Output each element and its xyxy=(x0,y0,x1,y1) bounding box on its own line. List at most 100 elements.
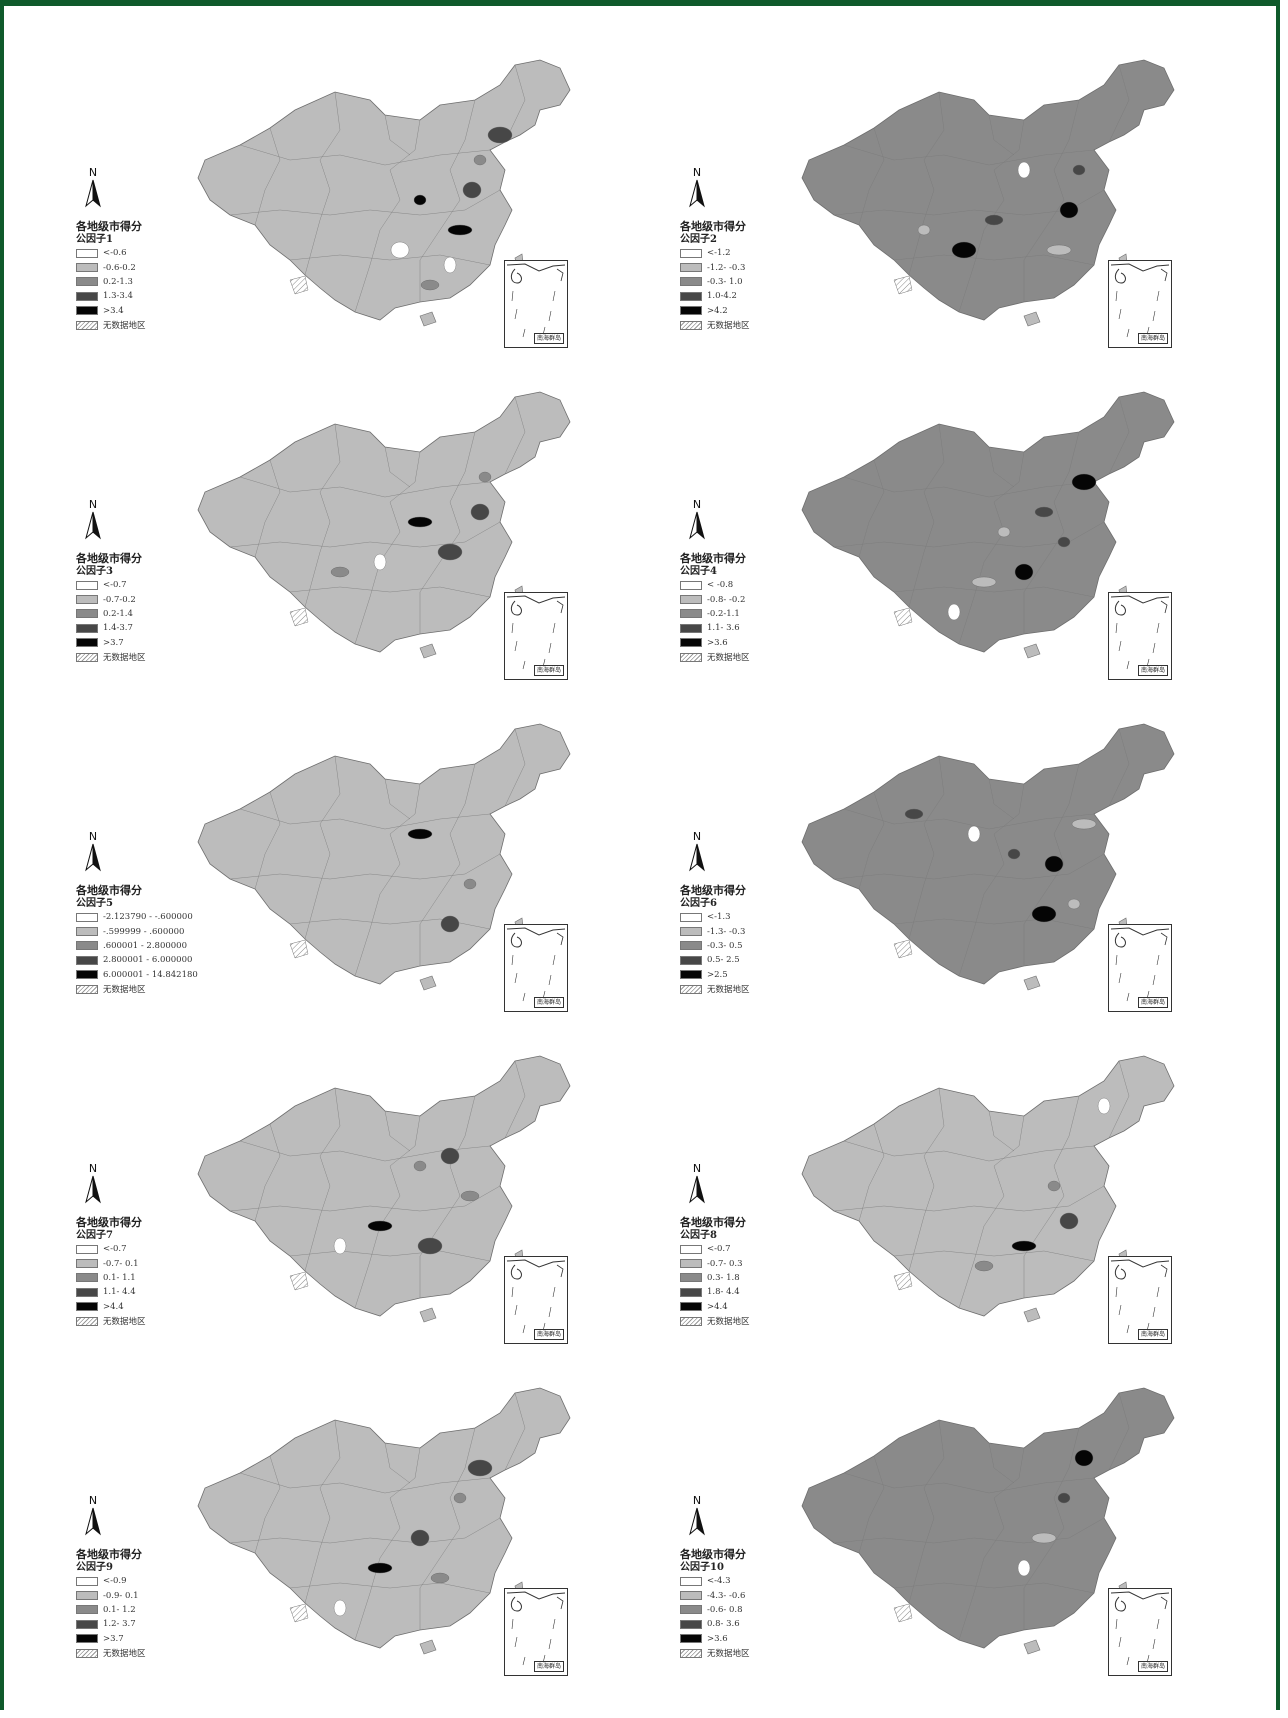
no-data-label: 无数据地区 xyxy=(707,321,750,332)
map-legend: 各地级市得分 公因子8 <-0.7 -0.7- 0.3 0.3- 1.8 1.8- 4… xyxy=(680,1216,860,1328)
region-patch xyxy=(1047,1180,1061,1192)
inset-map xyxy=(1110,595,1170,670)
region-patch xyxy=(478,471,492,483)
legend-swatch xyxy=(680,248,702,258)
china-choropleth-map xyxy=(197,723,571,991)
legend-swatch xyxy=(680,1244,702,1254)
factor-name: 公因子6 xyxy=(680,898,717,909)
legend-swatch xyxy=(76,1259,98,1269)
region-patch xyxy=(367,1220,393,1232)
legend-label: .600001 - 2.800000 xyxy=(103,940,187,951)
legend-swatch xyxy=(76,941,98,951)
inset-label: 南海群岛 xyxy=(533,1329,564,1340)
no-data-area xyxy=(289,275,309,295)
legend-row-no-data: 无数据地区 xyxy=(76,650,256,664)
south-china-sea-inset: 南海群岛 xyxy=(1108,592,1172,680)
legend-title: 各地级市得分 xyxy=(680,1548,746,1561)
inset-label: 南海群岛 xyxy=(533,997,564,1008)
legend-label: -0.6-0.2 xyxy=(103,262,136,273)
legend-swatch xyxy=(680,955,702,965)
province-borders xyxy=(833,1392,1130,1641)
legend-row: -1.3- -0.3 xyxy=(680,924,860,938)
region-patch xyxy=(367,1562,393,1574)
north-arrow-icon xyxy=(85,843,101,872)
legend-row: < -0.8 xyxy=(680,578,860,592)
no-data-label: 无数据地区 xyxy=(103,1649,146,1660)
china-choropleth-map xyxy=(197,59,571,327)
inset-label: 南海群岛 xyxy=(1137,665,1168,676)
north-arrow: N xyxy=(686,1494,708,1538)
legend-swatch xyxy=(680,1302,702,1312)
north-arrow: N xyxy=(82,166,104,210)
region-patch xyxy=(1017,1559,1031,1577)
legend-row: -.599999 - .600000 xyxy=(76,924,256,938)
region-patch xyxy=(1034,506,1054,518)
hainan-shape xyxy=(1023,1639,1041,1655)
legend-swatch xyxy=(680,595,702,605)
legend-swatch xyxy=(76,970,98,980)
legend-row: >3.7 xyxy=(76,1632,256,1646)
highlighted-regions xyxy=(330,471,492,578)
legend-swatch xyxy=(76,1576,98,1586)
south-china-sea-inset: 南海群岛 xyxy=(1108,260,1172,348)
region-patch xyxy=(974,1260,994,1272)
map-panel-1: N 各地级市得分 公因子1 <-0.6 -0.6-0.2 0.2-1.3 1.3-3.… xyxy=(60,20,700,352)
north-label: N xyxy=(88,1162,98,1175)
legend-label: 6.000001 - 14.842180 xyxy=(103,969,198,980)
no-data-area xyxy=(893,607,913,627)
legend-row: -0.6- 0.8 xyxy=(680,1603,860,1617)
legend-label: <-1.3 xyxy=(707,912,731,923)
legend-swatch xyxy=(680,1619,702,1629)
north-label: N xyxy=(692,830,702,843)
legend-swatch xyxy=(76,1287,98,1297)
legend-row: >3.6 xyxy=(680,636,860,650)
no-data-area xyxy=(289,1603,309,1623)
legend-row: -0.8- -0.2 xyxy=(680,592,860,606)
legend-swatch xyxy=(76,277,98,287)
inset-label: 南海群岛 xyxy=(1137,1661,1168,1672)
legend-title: 各地级市得分 xyxy=(680,884,746,897)
legend-swatch xyxy=(76,927,98,937)
no-data-label: 无数据地区 xyxy=(103,1317,146,1328)
legend-label: 2.800001 - 6.000000 xyxy=(103,955,193,966)
region-patch xyxy=(917,224,931,236)
legend-row: -0.7- 0.1 xyxy=(76,1256,256,1270)
inset-label: 南海群岛 xyxy=(1137,1329,1168,1340)
inset-map xyxy=(506,927,566,1002)
legend-swatch xyxy=(680,306,702,316)
legend-swatch xyxy=(76,1619,98,1629)
legend-swatch xyxy=(76,306,98,316)
province-borders xyxy=(229,728,526,977)
legend-label: -1.2- -0.3 xyxy=(707,262,746,273)
region-patch xyxy=(453,1492,467,1504)
north-label: N xyxy=(692,166,702,179)
china-choropleth-map xyxy=(801,1387,1175,1655)
inset-label: 南海群岛 xyxy=(1137,997,1168,1008)
legend-swatch xyxy=(76,1634,98,1644)
hainan-shape xyxy=(1023,643,1041,659)
legend-swatch xyxy=(680,1591,702,1601)
no-data-label: 无数据地区 xyxy=(103,321,146,332)
china-choropleth-map xyxy=(197,1055,571,1323)
north-arrow-icon xyxy=(85,1507,101,1536)
legend-row-no-data: 无数据地区 xyxy=(680,1314,860,1328)
legend-row: -4.3- -0.6 xyxy=(680,1588,860,1602)
north-arrow-icon xyxy=(85,1175,101,1204)
region-patch xyxy=(1057,1492,1071,1504)
region-patch xyxy=(1071,473,1097,491)
legend-label: >3.4 xyxy=(103,305,124,316)
china-choropleth-map xyxy=(197,391,571,659)
legend-swatch-hatch xyxy=(76,1316,98,1326)
china-choropleth-map xyxy=(801,59,1175,327)
legend-swatch-hatch xyxy=(680,1648,702,1658)
legend-row: -0.2-1.1 xyxy=(680,607,860,621)
north-arrow: N xyxy=(686,498,708,542)
legend-title: 各地级市得分 xyxy=(76,1548,142,1561)
legend-swatch xyxy=(680,638,702,648)
legend-row: >3.6 xyxy=(680,1632,860,1646)
map-panel-6: N 各地级市得分 公因子6 <-1.3 -1.3- -0.3 -0.3- 0.5 0.… xyxy=(664,684,1276,1016)
legend-swatch-hatch xyxy=(76,1648,98,1658)
no-data-area xyxy=(289,939,309,959)
legend-row: -0.6-0.2 xyxy=(76,260,256,274)
region-patch xyxy=(1072,164,1086,176)
